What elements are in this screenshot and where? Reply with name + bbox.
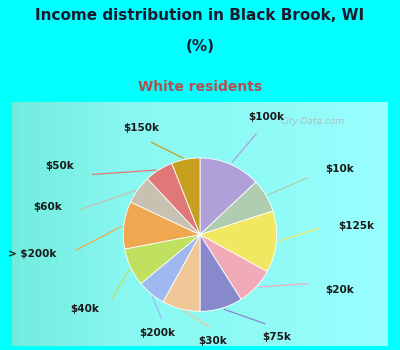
Text: $125k: $125k: [338, 221, 374, 231]
Wedge shape: [141, 234, 200, 302]
Text: $75k: $75k: [262, 332, 291, 342]
Text: $50k: $50k: [46, 161, 74, 171]
Text: > $200k: > $200k: [8, 249, 56, 259]
Text: $200k: $200k: [139, 328, 175, 338]
Wedge shape: [148, 163, 200, 235]
Wedge shape: [200, 234, 241, 312]
Wedge shape: [200, 234, 267, 299]
Wedge shape: [172, 158, 200, 234]
Text: White residents: White residents: [138, 80, 262, 94]
Wedge shape: [123, 202, 200, 249]
Text: $40k: $40k: [70, 304, 99, 314]
Text: $20k: $20k: [326, 285, 354, 295]
Text: Income distribution in Black Brook, WI: Income distribution in Black Brook, WI: [36, 8, 364, 23]
Text: $60k: $60k: [33, 202, 62, 212]
Text: $150k: $150k: [124, 123, 160, 133]
Wedge shape: [200, 182, 273, 234]
Wedge shape: [131, 179, 200, 234]
Wedge shape: [200, 158, 256, 234]
Text: (%): (%): [186, 39, 214, 54]
Text: $100k: $100k: [248, 112, 284, 122]
Wedge shape: [125, 234, 200, 284]
Wedge shape: [200, 211, 277, 272]
Wedge shape: [163, 234, 200, 312]
Text: $10k: $10k: [326, 163, 354, 174]
Text: $30k: $30k: [198, 336, 227, 346]
Text: City-Data.com: City-Data.com: [281, 117, 345, 126]
